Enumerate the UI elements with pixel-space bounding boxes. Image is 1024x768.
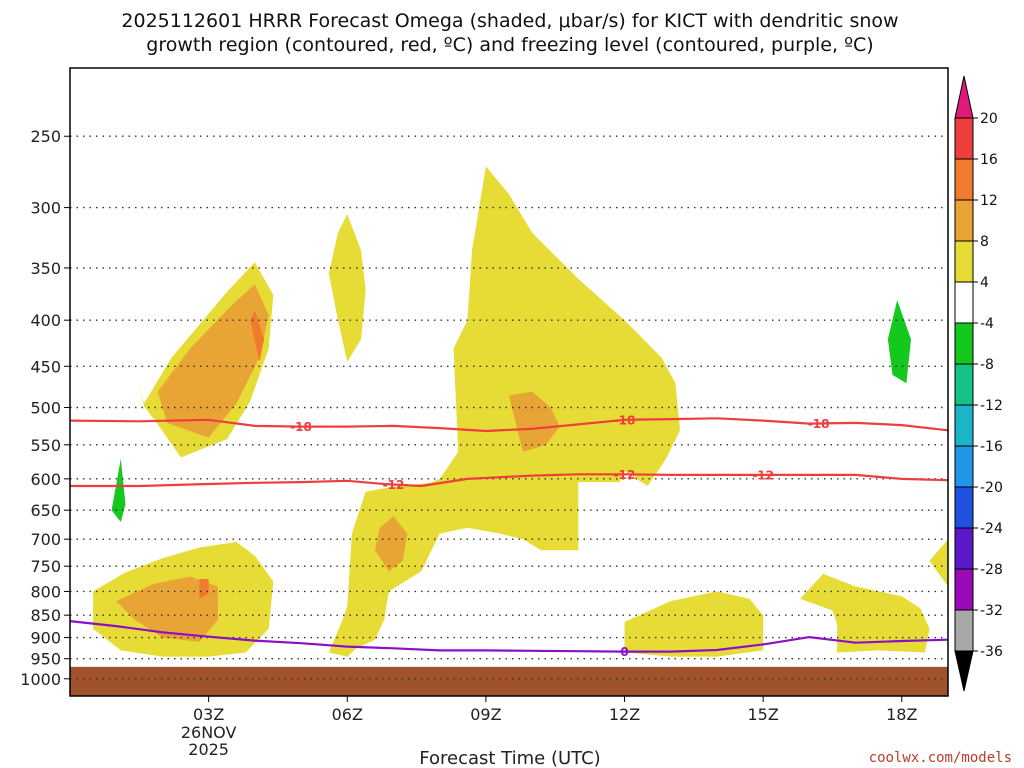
colorbar-label-10: -24 <box>980 521 1003 537</box>
colorbar-label-2: 12 <box>980 193 998 209</box>
x-tick-label-15Z: 15Z <box>747 705 778 724</box>
y-tick-label-650: 650 <box>30 501 61 520</box>
contour-minus12 <box>70 473 949 488</box>
y-tick-label-750: 750 <box>30 557 61 576</box>
contour-label-freezing-0: 0 <box>620 645 628 659</box>
omega-region-11 <box>800 573 930 653</box>
omega-region-4 <box>328 166 680 657</box>
omega-region-9 <box>199 579 209 599</box>
x-tick-label-18Z: 18Z <box>886 705 917 724</box>
omega-region-5 <box>375 516 408 572</box>
colorbar-bin-10 <box>954 527 974 570</box>
omega-region-6 <box>509 391 560 452</box>
colorbar-bin-3 <box>954 240 974 283</box>
colorbar-label-8: -16 <box>980 439 1003 455</box>
terrain-layer <box>70 666 948 696</box>
y-tick-label-350: 350 <box>30 259 61 278</box>
colorbar-label-4: 4 <box>980 275 989 291</box>
chart-title-line-1: 2025112601 HRRR Forecast Omega (shaded, … <box>121 10 898 32</box>
y-tick-label-400: 400 <box>30 311 61 330</box>
y-tick-label-700: 700 <box>30 530 61 549</box>
omega-region-2 <box>250 310 265 362</box>
plot-area: -18 -18 -18 -12 -12 -12 0 <box>69 67 949 697</box>
colorbar-label-13: -36 <box>980 644 1003 660</box>
x-tick-label-12Z: 12Z <box>609 705 640 724</box>
x-tick-label-06Z: 06Z <box>332 705 363 724</box>
colorbar-label-6: -8 <box>980 357 994 373</box>
y-tick-label-450: 450 <box>30 357 61 376</box>
y-tick-label-1000: 1000 <box>20 670 61 689</box>
colorbar-label-11: -28 <box>980 562 1003 578</box>
colorbar-bin-9 <box>954 486 974 529</box>
colorbar-bin-6 <box>954 363 974 406</box>
contour-label-minus18-0: -18 <box>290 420 312 434</box>
omega-colorbar: 20 16 12 8 4 -4 -8 -12 -16 -20 -24 -28 -32 -36 <box>954 75 1003 692</box>
contour-minus18 <box>69 417 949 433</box>
y-tick-label-250: 250 <box>30 127 61 146</box>
contour-label-minus12-1: -12 <box>614 468 636 482</box>
colorbar-bin-7 <box>954 404 974 447</box>
y-tick-label-850: 850 <box>30 606 61 625</box>
y-tick-label-900: 900 <box>30 629 61 648</box>
omega-region-8 <box>116 576 218 642</box>
y-tick-label-950: 950 <box>30 650 61 669</box>
omega-region-3 <box>328 214 366 362</box>
colorbar-top-arrow <box>954 75 974 119</box>
colorbar-bin-0 <box>954 117 974 160</box>
y-tick-label-500: 500 <box>30 399 61 418</box>
y-tick-label-550: 550 <box>30 436 61 455</box>
contour-label-minus18-1: -18 <box>614 413 636 427</box>
below-ground-terrain <box>70 666 948 696</box>
contour-label-minus18-2: -18 <box>808 417 830 431</box>
plot-frame <box>69 67 949 697</box>
contour-label-minus12-0: -12 <box>383 478 405 492</box>
colorbar-label-5: -4 <box>980 316 994 332</box>
colorbar-bin-8 <box>954 445 974 488</box>
contour-freezing <box>69 620 949 653</box>
colorbar-bin-5 <box>954 322 974 365</box>
omega-region-10 <box>624 591 764 657</box>
site-credit: coolwx.com/models <box>869 750 1012 766</box>
colorbar-bin-11 <box>954 568 974 611</box>
omega-region-13 <box>887 300 911 384</box>
colorbar-bin-12 <box>954 609 974 652</box>
colorbar-label-0: 20 <box>980 111 998 127</box>
pressure-axis: 250 300 350 400 450 500 550 600 650 700 750 800 850 9… <box>20 127 70 689</box>
x-tick-label-03Z: 03Z <box>193 705 224 724</box>
omega-region-1 <box>157 284 269 438</box>
omega-region-12 <box>929 539 948 587</box>
y-tick-label-600: 600 <box>30 470 61 489</box>
y-tick-label-300: 300 <box>30 199 61 218</box>
x-tick-label-09Z: 09Z <box>470 705 501 724</box>
colorbar-bin-1 <box>954 158 974 201</box>
omega-region-14 <box>111 458 126 522</box>
colorbar-label-12: -32 <box>980 603 1003 619</box>
chart-title-line-2: growth region (contoured, red, ºC) and f… <box>146 34 873 56</box>
colorbar-bin-2 <box>954 199 974 242</box>
x-date-label: 26NOV <box>181 723 237 742</box>
colorbar-label-1: 16 <box>980 152 998 168</box>
x-year-label: 2025 <box>188 740 229 759</box>
y-tick-label-800: 800 <box>30 582 61 601</box>
colorbar-label-9: -20 <box>980 480 1003 496</box>
x-axis-label: Forecast Time (UTC) <box>419 748 600 768</box>
colorbar-bin-4 <box>954 281 974 324</box>
contour-label-minus12-2: -12 <box>752 468 774 482</box>
colorbar-bottom-arrow <box>954 650 974 692</box>
omega-shading-layer <box>93 166 948 657</box>
colorbar-label-3: 8 <box>980 234 989 250</box>
contour-layer: -18 -18 -18 -12 -12 -12 0 <box>69 413 949 659</box>
colorbar-label-7: -12 <box>980 398 1003 414</box>
